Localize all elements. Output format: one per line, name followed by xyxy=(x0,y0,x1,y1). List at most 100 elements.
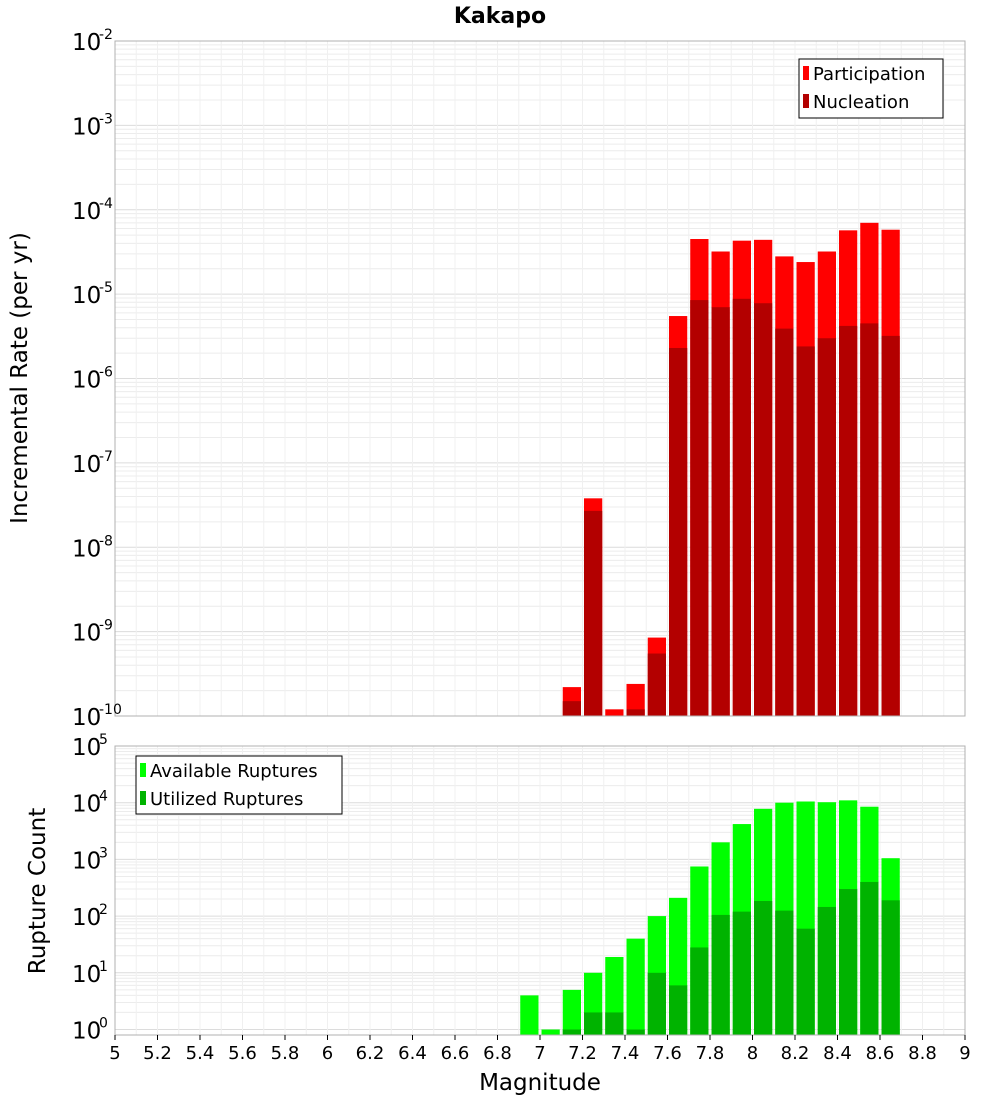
top-bar-nucleation xyxy=(754,303,773,716)
bottom-y-tick-label: 10 xyxy=(72,962,101,988)
top-bar-nucleation xyxy=(860,323,879,716)
chart-title: Kakapo xyxy=(454,4,546,29)
top-bar-nucleation xyxy=(647,653,666,716)
top-bar-participation xyxy=(605,709,624,716)
bottom-legend-box xyxy=(135,755,343,815)
top-bar-nucleation xyxy=(732,298,751,716)
bottom-bar-utilized xyxy=(817,906,836,1035)
top-bar-nucleation xyxy=(669,347,688,716)
bottom-bar-utilized xyxy=(775,910,794,1035)
top-bar-nucleation xyxy=(796,346,815,716)
bottom-y-tick-label: 10 xyxy=(72,905,101,931)
top-bars xyxy=(562,222,900,717)
x-ticks: 5 5.2 5.4 5.6 5.8 6 6.2 6.4 6.6 6.8 7 7.2 7.4 7.6 7.8 8… xyxy=(109,1035,971,1064)
legend-label-participation: Participation xyxy=(813,64,925,85)
bottom-bar-available xyxy=(626,938,645,1035)
top-plot-panel: 10-210-310-410-510-610-710-810-910-10 In… xyxy=(7,27,966,731)
x-tick-label: 7.8 xyxy=(696,1043,725,1064)
top-bar-nucleation xyxy=(690,300,709,716)
top-legend-box xyxy=(798,58,944,119)
bottom-bar-utilized xyxy=(754,900,773,1035)
top-bar-nucleation xyxy=(775,328,794,716)
bottom-bar-available xyxy=(520,995,539,1035)
x-tick-label: 6 xyxy=(322,1043,333,1064)
bottom-y-tick-exponent: 1 xyxy=(99,959,108,975)
top-y-tick-exponent: -7 xyxy=(99,449,113,465)
bottom-y-tick-exponent: 5 xyxy=(99,732,108,748)
top-bar-participation xyxy=(626,683,645,716)
x-tick-label: 5.8 xyxy=(271,1043,300,1064)
x-tick-label: 7.2 xyxy=(568,1043,597,1064)
top-y-tick-label: 10 xyxy=(72,452,101,478)
bottom-y-tick-exponent: 3 xyxy=(99,845,108,861)
bottom-legend: Available Ruptures Utilized Ruptures xyxy=(135,755,343,815)
bottom-bars xyxy=(520,800,900,1035)
bottom-bar-utilized xyxy=(732,911,751,1035)
x-tick-label: 8.8 xyxy=(908,1043,937,1064)
bottom-y-tick-exponent: 0 xyxy=(99,1016,108,1032)
top-y-tick-label: 10 xyxy=(72,621,101,647)
x-tick-label: 9 xyxy=(959,1043,970,1064)
top-y-tick-exponent: -9 xyxy=(99,618,113,634)
bottom-bar-utilized xyxy=(605,1012,624,1035)
legend-label-nucleation: Nucleation xyxy=(813,92,909,113)
x-tick-label: 5.4 xyxy=(186,1043,215,1064)
x-tick-label: 6.8 xyxy=(483,1043,512,1064)
top-y-tick-exponent: -4 xyxy=(99,196,113,212)
top-legend: Participation Nucleation xyxy=(798,58,944,119)
bottom-y-tick-exponent: 2 xyxy=(99,902,108,918)
x-tick-label: 8.2 xyxy=(781,1043,810,1064)
x-tick-label: 7.6 xyxy=(653,1043,682,1064)
top-y-tick-exponent: -8 xyxy=(99,533,113,549)
top-y-tick-exponent: -6 xyxy=(99,365,113,381)
bottom-bar-utilized xyxy=(796,928,815,1035)
bottom-bar-utilized xyxy=(647,972,666,1035)
x-tick-label: 6.2 xyxy=(356,1043,385,1064)
x-axis-label: Magnitude xyxy=(479,1070,601,1096)
top-y-tick-exponent: -3 xyxy=(99,111,113,127)
top-bar-nucleation xyxy=(584,510,603,716)
bottom-bar-available xyxy=(541,1029,560,1035)
top-bar-nucleation xyxy=(839,325,858,716)
bottom-bar-available xyxy=(562,989,581,1035)
x-tick-label: 8 xyxy=(747,1043,758,1064)
legend-swatch-available xyxy=(140,763,146,777)
top-bar-nucleation xyxy=(881,335,900,716)
x-tick-label: 5 xyxy=(109,1043,120,1064)
top-y-tick-label: 10 xyxy=(72,114,101,140)
bottom-y-tick-label: 10 xyxy=(72,735,101,761)
bottom-y-tick-label: 10 xyxy=(72,792,101,818)
top-y-tick-label: 10 xyxy=(72,536,101,562)
top-y-tick-exponent: -10 xyxy=(99,702,122,718)
top-y-ticks: 10-210-310-410-510-610-710-810-910-10 xyxy=(72,27,122,731)
top-bar-nucleation xyxy=(711,307,730,716)
legend-swatch-utilized xyxy=(140,791,146,805)
x-tick-label: 5.6 xyxy=(228,1043,257,1064)
bottom-bar-utilized xyxy=(881,900,900,1035)
top-y-tick-label: 10 xyxy=(72,283,101,309)
top-plot-frame xyxy=(114,40,966,717)
legend-label-utilized: Utilized Ruptures xyxy=(150,789,303,810)
top-bar-nucleation xyxy=(817,338,836,716)
top-grid xyxy=(114,41,966,717)
bottom-bar-utilized xyxy=(839,889,858,1035)
bottom-y-tick-label: 10 xyxy=(72,1019,101,1045)
top-y-tick-exponent: -5 xyxy=(99,280,113,296)
top-y-tick-label: 10 xyxy=(72,30,101,56)
top-y-tick-label: 10 xyxy=(72,368,101,394)
bottom-bar-utilized xyxy=(584,1012,603,1035)
bottom-bar-utilized xyxy=(626,1029,645,1035)
bottom-y-tick-label: 10 xyxy=(72,848,101,874)
bottom-bar-utilized xyxy=(860,881,879,1035)
top-y-tick-label: 10 xyxy=(72,705,101,731)
x-tick-label: 5.2 xyxy=(143,1043,172,1064)
x-tick-label: 7 xyxy=(534,1043,545,1064)
legend-swatch-participation xyxy=(803,66,809,80)
top-bar-nucleation xyxy=(626,709,645,716)
x-tick-label: 6.6 xyxy=(441,1043,470,1064)
bottom-bar-utilized xyxy=(711,914,730,1035)
legend-label-available: Available Ruptures xyxy=(150,761,318,782)
